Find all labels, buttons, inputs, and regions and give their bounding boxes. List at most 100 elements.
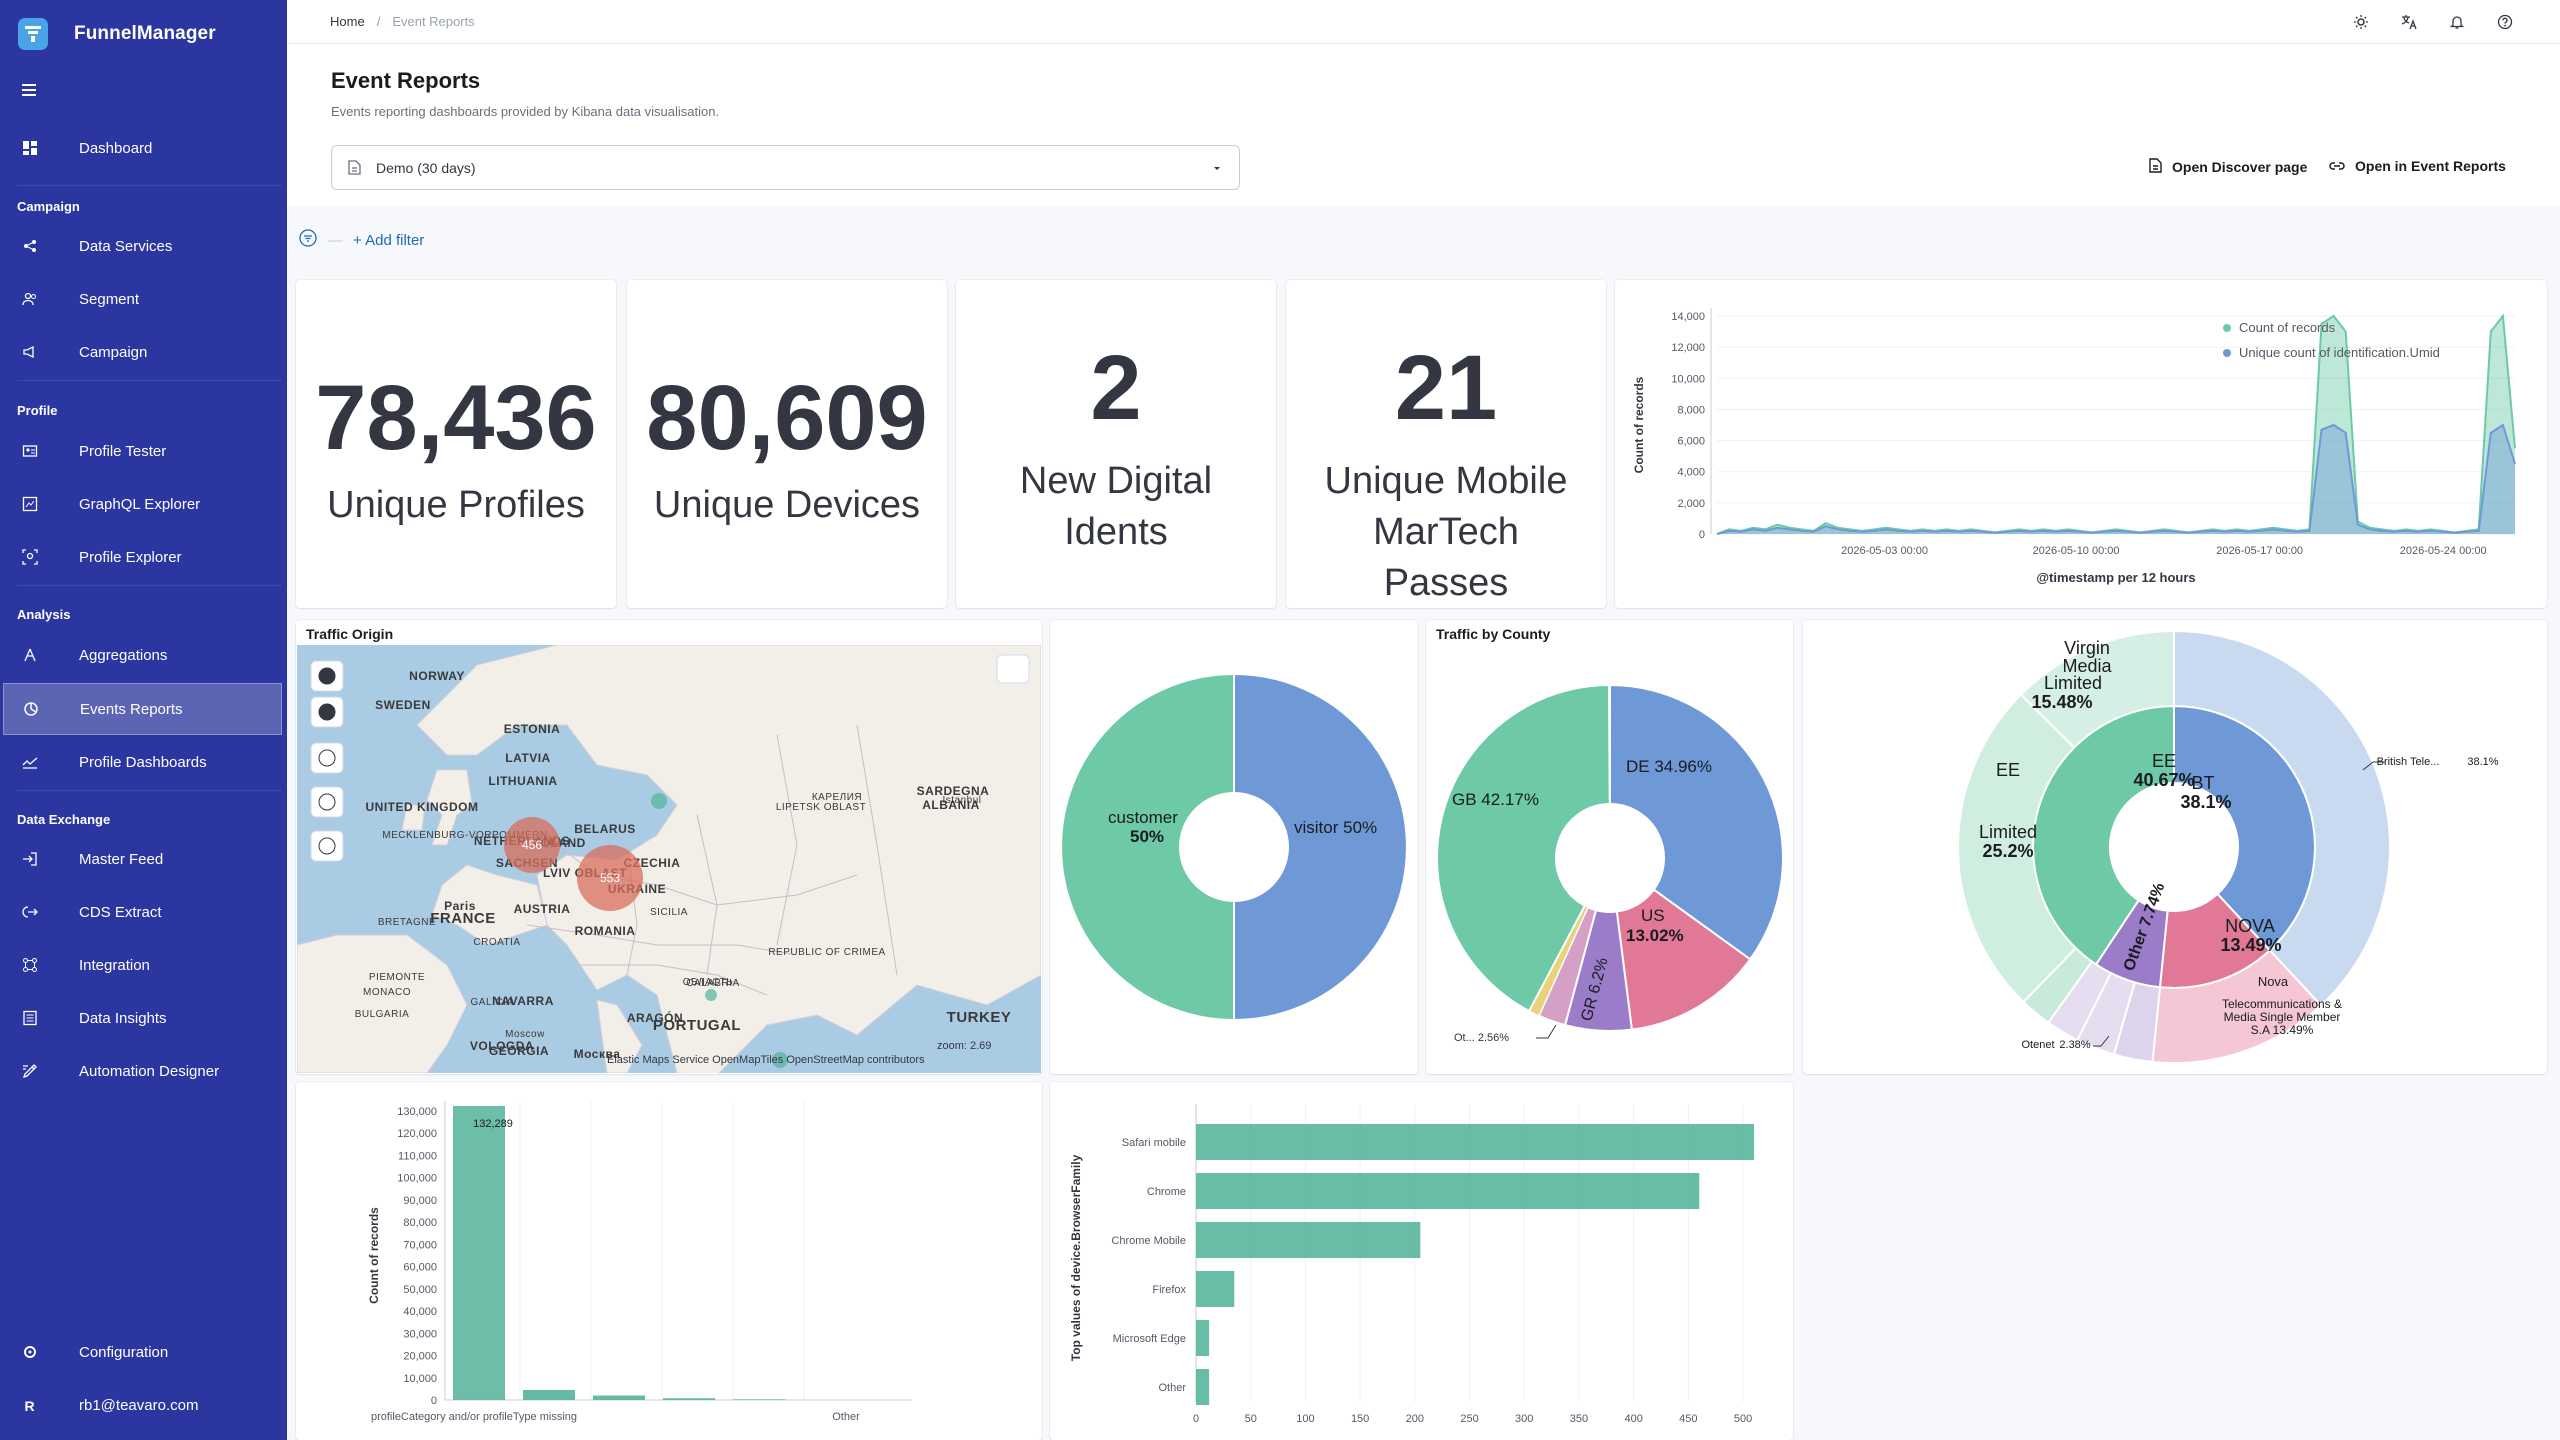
y-tick-label: 120,000 xyxy=(397,1128,437,1140)
tools-icon xyxy=(310,830,344,862)
y-tick-label: 90,000 xyxy=(403,1195,437,1207)
map-attribution: Elastic Maps Service OpenMapTiles OpenSt… xyxy=(607,1054,925,1066)
user-email[interactable]: rb1@teavaro.com xyxy=(79,1396,199,1414)
add-filter-button[interactable]: + Add filter xyxy=(353,231,425,249)
sidebar-item-dashboard[interactable]: Dashboard xyxy=(0,122,287,174)
border-line-2 xyxy=(776,734,798,946)
header-actions xyxy=(2351,12,2515,32)
breadcrumb-home[interactable]: Home xyxy=(330,14,365,29)
filter-bar: — + Add filter xyxy=(298,228,424,252)
slice-GB xyxy=(1436,683,1611,1013)
translate-icon[interactable] xyxy=(2399,12,2419,32)
leader-line xyxy=(1536,1024,1557,1039)
map-label: VOLOGDA xyxy=(470,1039,534,1053)
brand[interactable]: FunnelManager xyxy=(18,18,216,50)
sidebar-item-data-insights[interactable]: Data Insights xyxy=(0,992,287,1044)
sidebar-item-segment[interactable]: Segment xyxy=(0,273,287,325)
map-label: REPUBLIC OF CRIMEA xyxy=(768,947,885,958)
fit-bounds-icon xyxy=(310,742,344,774)
inner-label: NOVA xyxy=(2225,916,2275,936)
x-tick-label: 2026-05-10 00:00 xyxy=(2033,545,2120,557)
avatar[interactable]: R xyxy=(17,1393,42,1418)
sidebar-item-label: Data Insights xyxy=(79,1009,167,1027)
open-discover-link[interactable]: Open Discover page xyxy=(2149,158,2307,176)
land-area-1 xyxy=(297,934,468,1073)
bell-icon[interactable] xyxy=(2447,12,2467,32)
sidebar-divider xyxy=(17,185,282,186)
outer-label: EE xyxy=(1996,760,2020,780)
help-icon[interactable] xyxy=(2495,12,2515,32)
draw-shape-icon-glyph xyxy=(318,793,336,811)
y-tick-label: Safari mobile xyxy=(1122,1137,1186,1149)
open-event-reports-link[interactable]: Open in Event Reports xyxy=(2329,158,2506,174)
y-tick-label: 80,000 xyxy=(403,1217,437,1229)
outer-label: Limited xyxy=(1979,822,2037,842)
y-tick-label: 70,000 xyxy=(403,1239,437,1251)
sidebar-divider xyxy=(17,380,282,381)
inner-label: EE xyxy=(2152,751,2176,771)
traffic-by-county-panel: Traffic by County DE 34.96% US 13.02% GR 6.… xyxy=(1426,620,1793,1074)
slice-percent: 13.02% xyxy=(1626,926,1684,945)
bar-4 xyxy=(733,1399,785,1400)
sidebar-item-label: Integration xyxy=(79,956,150,974)
outer-label: British Tele... xyxy=(2377,756,2440,768)
sidebar-item-campaign[interactable]: Campaign xyxy=(0,326,287,378)
metric-value: 78,436 xyxy=(315,367,597,469)
sidebar-item-configuration[interactable]: Configuration xyxy=(0,1326,287,1378)
y-tick-label: 14,000 xyxy=(1671,311,1705,323)
series-line-0 xyxy=(1716,313,2516,535)
map-label: MECKLENBURG-VORPOMMERN xyxy=(382,830,547,841)
sidebar-item-integration[interactable]: Integration xyxy=(0,939,287,991)
sidebar-item-aggregations[interactable]: Aggregations xyxy=(0,629,287,681)
sidebar-item-events-reports[interactable]: Events Reports xyxy=(3,683,282,735)
sidebar-item-profile-dashboards[interactable]: Profile Dashboards xyxy=(0,736,287,788)
sidebar-item-label: CDS Extract xyxy=(79,903,162,921)
theme-sun-icon[interactable] xyxy=(2351,12,2371,32)
x-tick-label: 50 xyxy=(1245,1413,1257,1425)
sidebar-item-profile-explorer[interactable]: Profile Explorer xyxy=(0,531,287,583)
sidebar-item-data-services[interactable]: Data Services xyxy=(0,220,287,272)
map-label: BULGARIA xyxy=(355,1009,410,1020)
menu-toggle-icon[interactable] xyxy=(22,84,36,98)
traffic-cluster-marker xyxy=(504,817,560,873)
bar-1 xyxy=(523,1389,575,1400)
map-label: MONACO xyxy=(363,987,411,998)
sidebar-item-label: Profile Dashboards xyxy=(79,753,207,771)
sidebar-item-label: Configuration xyxy=(79,1343,169,1361)
dashboard-select[interactable]: Demo (30 days) xyxy=(331,145,1240,190)
login-icon xyxy=(22,851,38,867)
x-tick-label: 500 xyxy=(1734,1413,1752,1425)
sidebar-item-automation-designer[interactable]: Automation Designer xyxy=(0,1045,287,1097)
sidebar-item-profile-tester[interactable]: Profile Tester xyxy=(0,425,287,477)
map-label: Paris xyxy=(444,899,476,913)
map-label: PIEMONTE xyxy=(369,972,425,983)
y-tick-label: 100,000 xyxy=(397,1173,437,1185)
sidebar-item-master-feed[interactable]: Master Feed xyxy=(0,833,287,885)
x-tick-label: 0 xyxy=(1193,1413,1199,1425)
draw-shape-icon xyxy=(310,786,344,818)
filter-menu-icon[interactable] xyxy=(298,228,318,252)
traffic-origin-map[interactable]: NORWAY SWEDEN ESTONIA LATVIA LITHUANIA UNITED… xyxy=(297,645,1041,1073)
outer-percent: 15.48% xyxy=(2031,692,2092,712)
slice-US xyxy=(1615,888,1752,1031)
legend-swatch xyxy=(2223,349,2231,357)
metric-panel-unique-profiles: 78,436 Unique Profiles xyxy=(296,280,616,608)
metric-value: 80,609 xyxy=(646,367,928,469)
sidebar-item-graphql-explorer[interactable]: GraphQL Explorer xyxy=(0,478,287,530)
y-tick-label: Other xyxy=(1158,1382,1186,1394)
inner-percent: 38.1% xyxy=(2180,792,2231,812)
leader-line xyxy=(2093,1035,2110,1047)
y-tick-label: 20,000 xyxy=(403,1351,437,1363)
slice-customer xyxy=(1060,672,1235,1022)
bar-2 xyxy=(1196,1222,1421,1258)
outer-label: Media xyxy=(2062,656,2112,676)
map-label: КАРЕЛИЯ xyxy=(812,792,862,803)
map-label: ESTONIA xyxy=(504,722,561,736)
sidebar-divider xyxy=(17,585,282,586)
map-label: Moscow xyxy=(505,1029,545,1040)
traffic-cluster-marker xyxy=(577,845,643,911)
browser-family-bar-chart: 0 50 100 150 200 250 300 350 400 450 500 Safari mob… xyxy=(1069,1104,1754,1425)
sidebar-item-cds-extract[interactable]: CDS Extract xyxy=(0,886,287,938)
